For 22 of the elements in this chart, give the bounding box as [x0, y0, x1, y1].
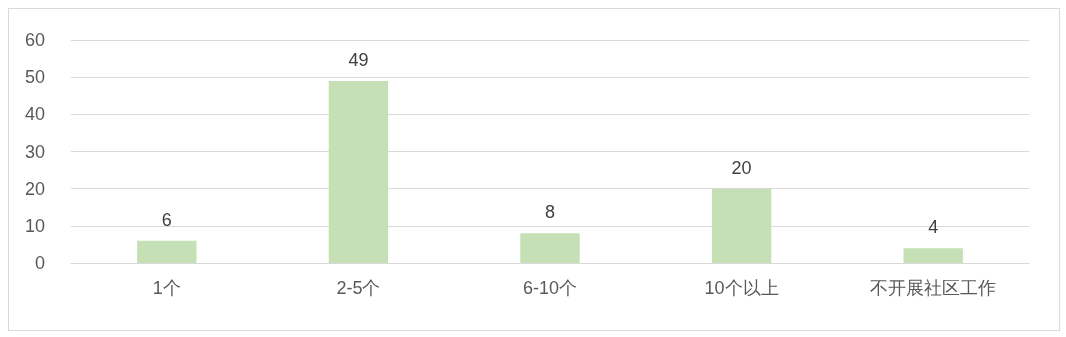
data-label: 6 — [161, 209, 172, 230]
bar — [711, 188, 772, 263]
x-tick-label: 1个 — [152, 278, 181, 298]
y-tick-label: 0 — [34, 253, 45, 273]
bar — [903, 248, 963, 263]
x-tick-label: 不开展社区工作 — [870, 278, 997, 298]
data-label: 8 — [544, 202, 556, 223]
x-tick-label: 2-5个 — [336, 278, 381, 298]
x-tick-label: 10个以上 — [704, 278, 779, 298]
bar — [137, 240, 197, 263]
y-tick-label: 40 — [24, 104, 45, 125]
bar — [328, 80, 389, 263]
y-tick-label: 20 — [24, 178, 45, 199]
data-label: 4 — [928, 217, 939, 238]
data-label: 20 — [731, 157, 752, 178]
y-tick-label: 30 — [24, 141, 45, 162]
data-label: 49 — [348, 49, 369, 70]
y-tick-label: 50 — [24, 67, 45, 88]
bar — [520, 233, 580, 263]
y-tick-label: 10 — [24, 215, 45, 236]
y-tick-label: 60 — [24, 30, 45, 50]
x-tick-label: 6-10个 — [522, 278, 578, 298]
